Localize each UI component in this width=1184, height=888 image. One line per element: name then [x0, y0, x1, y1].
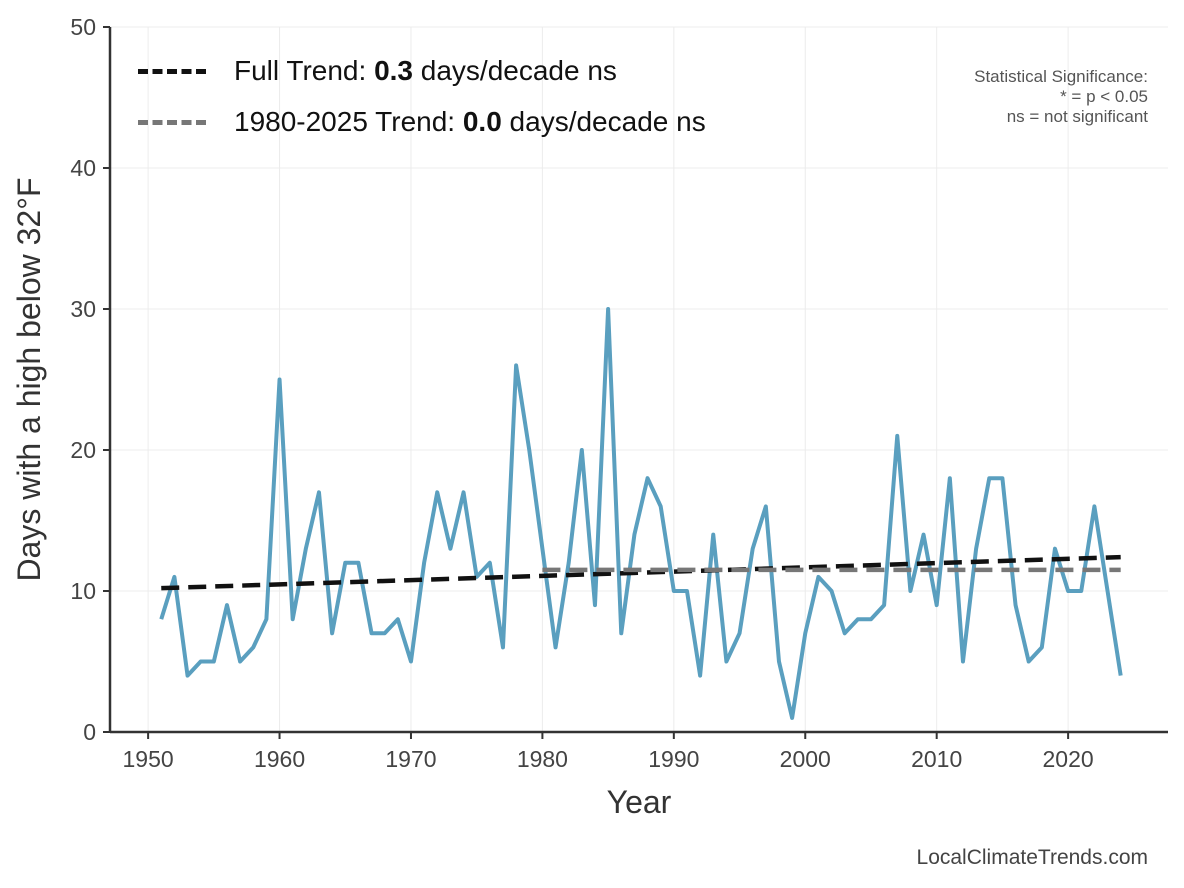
x-tick-label: 2000: [780, 746, 831, 772]
legend-swatch-recent: [138, 119, 206, 125]
x-tick-label: 1960: [254, 746, 305, 772]
x-tick-label: 2010: [911, 746, 962, 772]
significance-note: Statistical Significance: * = p < 0.05 n…: [974, 67, 1148, 127]
credit-text: LocalClimateTrends.com: [916, 846, 1148, 869]
data-line: [159, 307, 1123, 720]
y-tick-label: 30: [70, 296, 96, 322]
legend-swatch-full: [138, 68, 206, 74]
full-trend-line: [161, 554, 1121, 591]
legend-recent-value: 0.0: [462, 106, 502, 137]
x-tick-label: 2020: [1043, 746, 1094, 772]
y-tick-label: 20: [70, 437, 96, 463]
x-tick-label: 1970: [385, 746, 436, 772]
y-axis-label: Days with a high below 32°F: [11, 177, 47, 581]
y-tick-label: 10: [70, 578, 96, 604]
x-tick-label: 1950: [123, 746, 174, 772]
significance-title: Statistical Significance:: [974, 67, 1148, 86]
x-tick-label: 1990: [648, 746, 699, 772]
legend-full-value: 0.3: [374, 55, 413, 86]
significance-ns: ns = not significant: [1006, 107, 1148, 126]
y-tick-label: 50: [70, 14, 96, 40]
legend-full-trend: Full Trend: 0.3 days/decade ns: [138, 55, 617, 87]
legend-recent-trend: 1980-2025 Trend: 0.0 days/decade ns: [138, 106, 706, 138]
legend-recent-suffix: days/decade ns: [501, 106, 706, 137]
legend-full-prefix: Full Trend:: [234, 55, 375, 86]
significance-p: * = p < 0.05: [1060, 87, 1148, 106]
legend-full-suffix: days/decade ns: [413, 55, 617, 86]
x-axis-label: Year: [607, 784, 672, 820]
x-tick-label: 1980: [517, 746, 568, 772]
y-tick-label: 0: [83, 719, 96, 745]
legend-recent-prefix: 1980-2025 Trend:: [234, 106, 463, 137]
y-tick-label: 40: [70, 155, 96, 181]
